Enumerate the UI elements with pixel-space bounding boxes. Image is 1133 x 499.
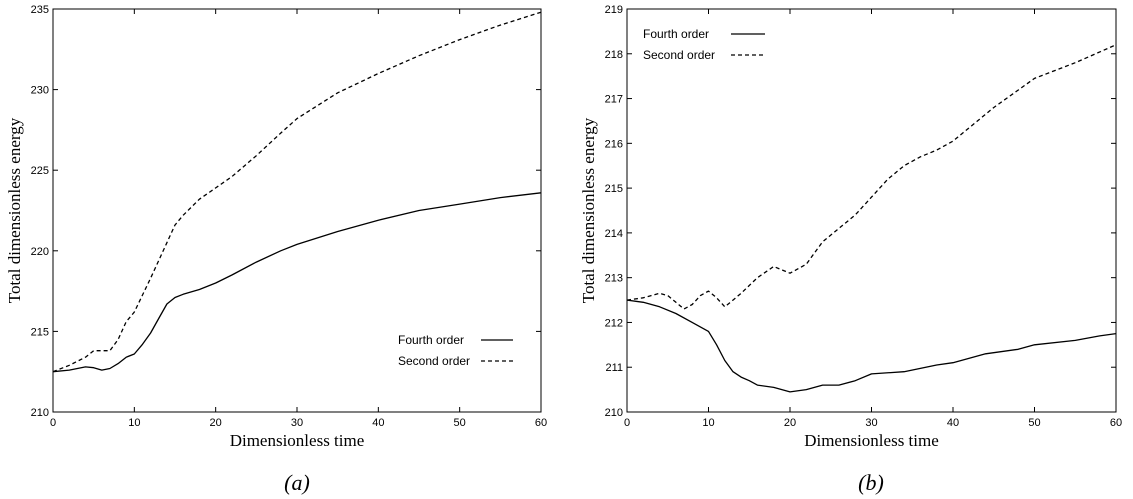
x-tick-label: 60: [1110, 417, 1122, 429]
x-tick-label: 50: [454, 417, 466, 429]
x-tick-label: 40: [372, 417, 384, 429]
x-tick-label: 60: [535, 417, 547, 429]
panel-caption: (b): [858, 470, 884, 495]
y-tick-label: 219: [605, 4, 623, 16]
y-tick-label: 218: [605, 49, 623, 61]
y-tick-label: 214: [605, 228, 623, 240]
x-tick-label: 20: [784, 417, 796, 429]
y-tick-label: 216: [605, 138, 623, 150]
x-axis-label: Dimensionless time: [230, 431, 365, 450]
x-axis-label: Dimensionless time: [804, 431, 939, 450]
x-tick-label: 50: [1028, 417, 1040, 429]
y-tick-label: 235: [31, 4, 49, 16]
x-tick-label: 40: [947, 417, 959, 429]
y-tick-label: 213: [605, 273, 623, 285]
plot-frame-1: [52, 8, 542, 413]
y-tick-label: 210: [605, 407, 623, 419]
legend-label: Second order: [398, 354, 470, 368]
series-line-fourth-order: [626, 299, 1117, 393]
y-tick-label: 230: [31, 85, 49, 97]
y-axis-label: Total dimensionless energy: [579, 117, 598, 303]
series-line-fourth-order: [52, 192, 542, 373]
x-tick-label: 0: [50, 417, 56, 429]
y-tick-label: 225: [31, 165, 49, 177]
series-line-second-order: [52, 11, 542, 373]
plot-frame-2: [626, 8, 1117, 413]
x-tick-label: 0: [624, 417, 630, 429]
legend-label: Fourth order: [398, 333, 464, 347]
series-line-second-order: [626, 44, 1117, 310]
x-tick-label: 10: [128, 417, 140, 429]
y-tick-label: 220: [31, 246, 49, 258]
legend-label: Second order: [643, 48, 715, 62]
y-tick-label: 210: [31, 407, 49, 419]
panel-caption: (a): [284, 470, 310, 495]
y-tick-label: 215: [605, 183, 623, 195]
y-axis-label: Total dimensionless energy: [5, 117, 24, 303]
y-tick-label: 211: [605, 362, 623, 374]
y-tick-label: 212: [605, 317, 623, 329]
y-tick-label: 215: [31, 326, 49, 338]
x-tick-label: 30: [865, 417, 877, 429]
y-tick-label: 217: [605, 94, 623, 106]
x-tick-label: 10: [702, 417, 714, 429]
legend-label: Fourth order: [643, 27, 709, 41]
x-tick-label: 30: [291, 417, 303, 429]
x-tick-label: 20: [210, 417, 222, 429]
